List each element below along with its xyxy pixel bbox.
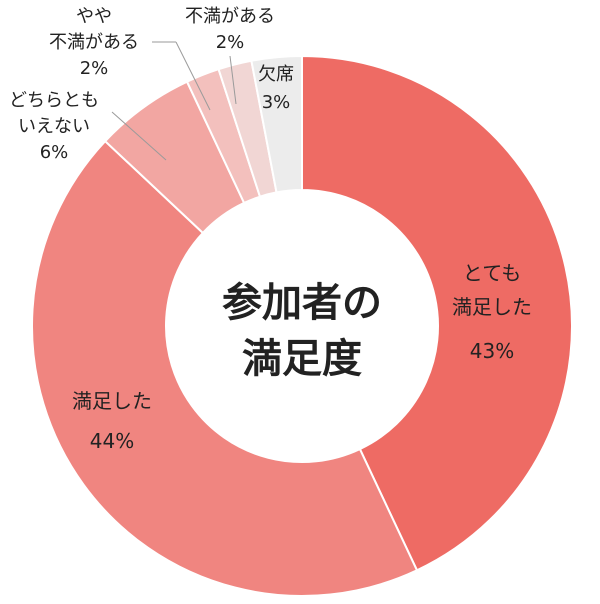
slice-value-absent: 3%: [262, 92, 291, 113]
slice-group: [30, 54, 573, 597]
leader-line-neutral: [111, 111, 167, 161]
slice-label-absent-line-1: 欠席: [258, 64, 294, 85]
slice-label-satisfied: 満足した 44%: [72, 389, 152, 453]
slice-value-very-satisfied: 43%: [470, 339, 514, 363]
slice-value-satisfied: 44%: [90, 429, 134, 453]
donut-hole: [166, 190, 438, 462]
slice-label-satisfied-line-1: 満足した: [72, 389, 152, 413]
leader-line-dissatisfied: [229, 55, 237, 105]
slice-label-very-satisfied: とても 満足した 43%: [452, 261, 532, 363]
chart-title: 参加者の 満足度: [222, 280, 382, 382]
slice-label-neutral-line-2: いえない: [18, 116, 90, 137]
slice-label-absent: 欠席 3%: [258, 64, 294, 113]
slice-label-slightly-dissatisfied-line-2: 不満がある: [49, 32, 139, 53]
slice-label-dissatisfied-line-1: 不満がある: [185, 6, 275, 27]
slice-label-very-satisfied-line-1: とても: [463, 261, 521, 285]
slice-label-neutral: どちらとも いえない 6%: [9, 90, 167, 163]
leader-line-slightly-dissatisfied-b: [175, 41, 211, 111]
slice-label-slightly-dissatisfied-line-1: やや: [76, 6, 112, 27]
slice-value-neutral: 6%: [40, 142, 69, 163]
slice-label-very-satisfied-line-2: 満足した: [452, 295, 532, 319]
chart-title-line-2: 満足度: [242, 336, 362, 382]
slice-value-slightly-dissatisfied: 2%: [80, 58, 109, 79]
slice-labels: とても 満足した 43% 満足した 44% どちらとも いえない 6% やや 不…: [9, 6, 532, 453]
slice-label-dissatisfied: 不満がある 2%: [185, 6, 275, 105]
slice-label-neutral-line-1: どちらとも: [9, 90, 99, 111]
slice-label-slightly-dissatisfied: やや 不満がある 2%: [49, 6, 211, 111]
slice-value-dissatisfied: 2%: [216, 32, 245, 53]
chart-title-line-1: 参加者の: [222, 280, 382, 326]
